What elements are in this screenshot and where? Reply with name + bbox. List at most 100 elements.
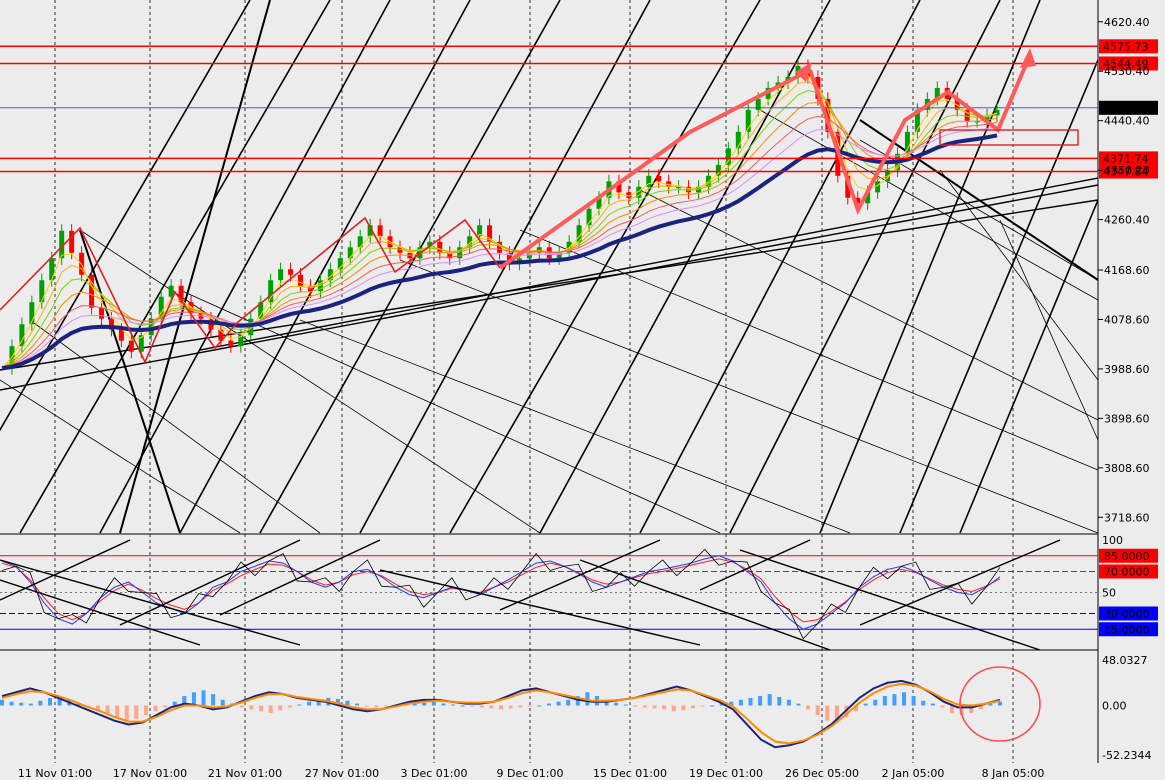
x-tick-label: 17 Nov 01:00 xyxy=(113,767,187,780)
macd-histogram-bar xyxy=(239,705,244,708)
macd-histogram-bar xyxy=(748,697,753,706)
macd-histogram-bar xyxy=(182,696,187,706)
candle-body xyxy=(666,181,672,187)
candle-body xyxy=(676,186,682,189)
candle-body xyxy=(855,197,861,204)
macd-histogram-bar xyxy=(345,700,350,706)
channel-line xyxy=(179,289,721,534)
macd-histogram-bar xyxy=(777,696,782,706)
trend-line xyxy=(729,0,1001,534)
price-level-label: 4371.74 xyxy=(1103,152,1149,165)
macd-histogram-bar xyxy=(441,703,446,706)
trend-line xyxy=(19,0,331,534)
arrow-head xyxy=(795,62,812,82)
macd-histogram-bar xyxy=(28,703,33,706)
stoch-trend-line xyxy=(499,539,661,611)
macd-histogram-bar xyxy=(681,705,686,711)
candle-body xyxy=(357,236,363,248)
support-line xyxy=(199,177,1099,351)
macd-histogram-bar xyxy=(153,705,158,712)
macd-histogram-bar xyxy=(268,705,273,714)
stoch-trend-line xyxy=(739,549,1041,651)
macd-histogram-bar xyxy=(940,705,945,708)
macd-signal-line xyxy=(1,682,1001,745)
macd-histogram-bar xyxy=(806,705,811,710)
macd-histogram-bar xyxy=(825,705,830,721)
macd-histogram-bar xyxy=(307,701,312,706)
candle-body xyxy=(526,252,532,259)
candle-body xyxy=(914,109,920,132)
macd-histogram-bar xyxy=(19,702,24,706)
candle-body xyxy=(715,164,721,176)
x-tick-label: 15 Dec 01:00 xyxy=(593,767,667,780)
candle-body xyxy=(59,230,65,259)
candle-body xyxy=(964,109,970,121)
candle-body xyxy=(477,225,483,237)
macd-histogram-bar xyxy=(796,703,801,706)
macd-histogram-bar xyxy=(815,705,820,715)
trend-line xyxy=(959,199,1099,534)
x-tick-label: 9 Dec 01:00 xyxy=(497,767,564,780)
support-line xyxy=(0,199,1099,371)
macd-histogram-bar xyxy=(710,705,715,707)
y-tick-label: 4530.40 xyxy=(1104,65,1150,78)
y-tick-label: 4078.60 xyxy=(1104,313,1150,326)
x-tick-label: 21 Nov 01:00 xyxy=(208,767,282,780)
candle-body xyxy=(29,302,35,325)
stoch-level-tag xyxy=(1099,564,1158,579)
stoch-trend-line xyxy=(859,539,1061,626)
macd-histogram-bar xyxy=(518,705,523,708)
candle-body xyxy=(39,280,45,303)
candle-body xyxy=(556,252,562,259)
stoch-trend-line xyxy=(699,539,811,591)
macd-histogram-bar xyxy=(623,704,628,706)
candle-body xyxy=(994,109,1000,116)
zigzag-arrow xyxy=(808,54,1032,216)
x-tick-label: 26 Dec 05:00 xyxy=(785,767,859,780)
macd-histogram-bar xyxy=(700,705,705,707)
candle-body xyxy=(845,175,851,198)
x-tick-label: 3 Dec 01:00 xyxy=(401,767,468,780)
target-zone xyxy=(939,129,1079,146)
candle-body xyxy=(158,296,164,319)
macd-histogram-bar xyxy=(767,694,772,706)
candle-body xyxy=(686,186,692,193)
ema-line xyxy=(1,102,998,369)
macd-histogram-bar xyxy=(863,703,868,706)
macd-histogram-bar xyxy=(978,705,983,710)
stoch-level-label: 30.0000 xyxy=(1104,608,1150,621)
macd-histogram-bar xyxy=(287,705,292,708)
stochastic-panel[interactable] xyxy=(0,536,1098,649)
macd-histogram-bar xyxy=(738,699,743,706)
trend-line xyxy=(119,0,271,534)
macd-histogram-bar xyxy=(921,700,926,706)
macd-histogram-bar xyxy=(508,705,513,709)
macd-histogram-bar xyxy=(998,701,1002,706)
macd-histogram-bar xyxy=(950,705,955,714)
macd-histogram-bar xyxy=(729,701,734,706)
macd-histogram-bar xyxy=(758,696,763,706)
macd-histogram-bar xyxy=(662,705,667,710)
macd-histogram-bar xyxy=(134,705,139,719)
macd-histogram-bar xyxy=(854,705,859,712)
macd-histogram-bar xyxy=(614,702,619,706)
macd-panel[interactable] xyxy=(0,652,1098,763)
macd-histogram-bar xyxy=(930,703,935,706)
x-tick-label: 19 Dec 01:00 xyxy=(689,767,763,780)
candle-body xyxy=(904,131,910,154)
macd-tick-label: 48.0327 xyxy=(1102,654,1148,667)
candle-body xyxy=(268,280,274,303)
candle-body xyxy=(69,230,75,253)
trend-line xyxy=(179,0,471,534)
macd-histogram-bar xyxy=(546,703,551,706)
stoch-level-label: 85.0000 xyxy=(1104,550,1150,563)
price-panel[interactable] xyxy=(0,0,1098,533)
x-tick-label: 8 Jan 05:00 xyxy=(982,767,1045,780)
candle-body xyxy=(89,274,95,308)
trend-line xyxy=(639,0,921,534)
macd-histogram-bar xyxy=(297,704,302,706)
candle-body xyxy=(118,329,124,341)
zigzag-arrow xyxy=(498,68,811,270)
y-tick-label: 3718.60 xyxy=(1104,511,1150,524)
